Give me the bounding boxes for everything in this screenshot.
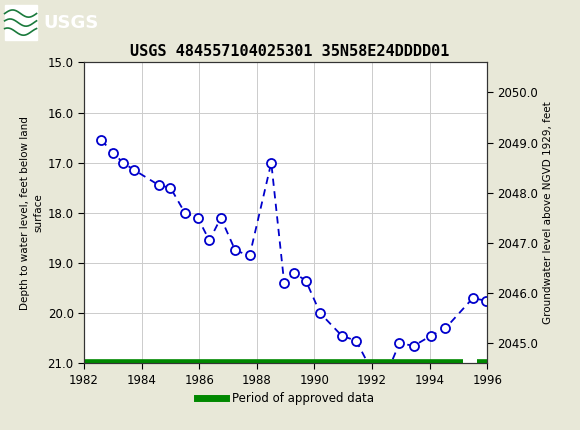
Legend: Period of approved data: Period of approved data bbox=[192, 388, 379, 410]
Y-axis label: Groundwater level above NGVD 1929, feet: Groundwater level above NGVD 1929, feet bbox=[543, 101, 553, 324]
FancyBboxPatch shape bbox=[5, 6, 37, 40]
Text: USGS 484557104025301 35N58E24DDDD01: USGS 484557104025301 35N58E24DDDD01 bbox=[130, 44, 450, 59]
Text: USGS: USGS bbox=[44, 14, 99, 31]
Y-axis label: Depth to water level, feet below land
surface: Depth to water level, feet below land su… bbox=[20, 116, 44, 310]
